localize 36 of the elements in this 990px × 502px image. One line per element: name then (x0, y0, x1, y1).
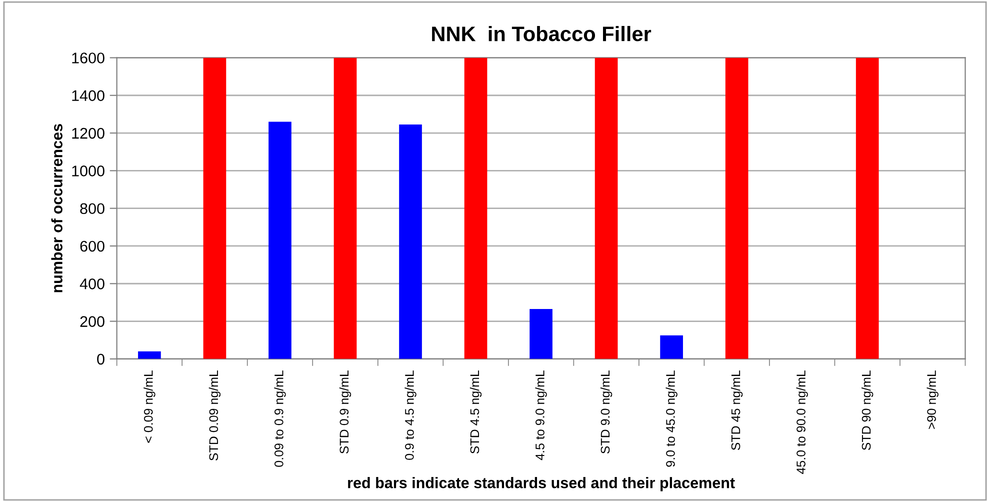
x-tick-label: 45.0 to 90.0 ng/mL (796, 370, 808, 474)
x-tick-label: 0.9 to 4.5 ng/mL (404, 370, 416, 460)
x-tick-label: STD 9.0 ng/mL (600, 370, 612, 454)
x-tick-label: 0.09 to 0.9 ng/mL (274, 370, 286, 467)
x-tick-label: STD 45 ng/mL (731, 370, 743, 450)
y-tick-label: 200 (80, 316, 104, 327)
bar (660, 335, 683, 359)
x-tick-label: STD 90 ng/mL (862, 370, 874, 450)
bar (725, 58, 748, 359)
x-axis-title: red bars indicate standards used and their placement (348, 477, 735, 492)
x-tick-label: STD 0.09 ng/mL (208, 370, 221, 460)
bar (464, 58, 488, 359)
y-tick-label: 1400 (72, 90, 104, 102)
y-tick-label: 1000 (72, 166, 104, 176)
x-tick-label: STD 0.9 ng/mL (339, 370, 352, 454)
x-tick-label: 4.5 to 9.0 ng/mL (535, 370, 547, 460)
chart-title: NNK in Tobacco Filler (432, 26, 652, 42)
bar (399, 124, 422, 359)
bar (856, 58, 879, 359)
y-tick-label: 1200 (72, 128, 104, 139)
y-tick-label: 800 (80, 203, 104, 214)
y-tick-label: 0 (97, 354, 104, 365)
x-tick-label: STD 4.5 ng/mL (470, 370, 482, 454)
bar (334, 58, 357, 359)
bar (530, 309, 552, 359)
x-tick-label: < 0.09 ng/mL (144, 370, 156, 443)
y-tick-label: 1600 (72, 52, 104, 64)
x-tick-label: 9.0 to 45.0 ng/mL (666, 370, 678, 467)
bar (594, 58, 618, 359)
y-axis-title: number of occurrences (51, 124, 62, 292)
bar (203, 58, 226, 359)
x-tick-label: >90 ng/mL (926, 370, 938, 429)
bar (268, 122, 292, 359)
y-tick-label: 600 (80, 240, 104, 252)
y-tick-label: 400 (80, 278, 104, 290)
bar (138, 351, 161, 359)
